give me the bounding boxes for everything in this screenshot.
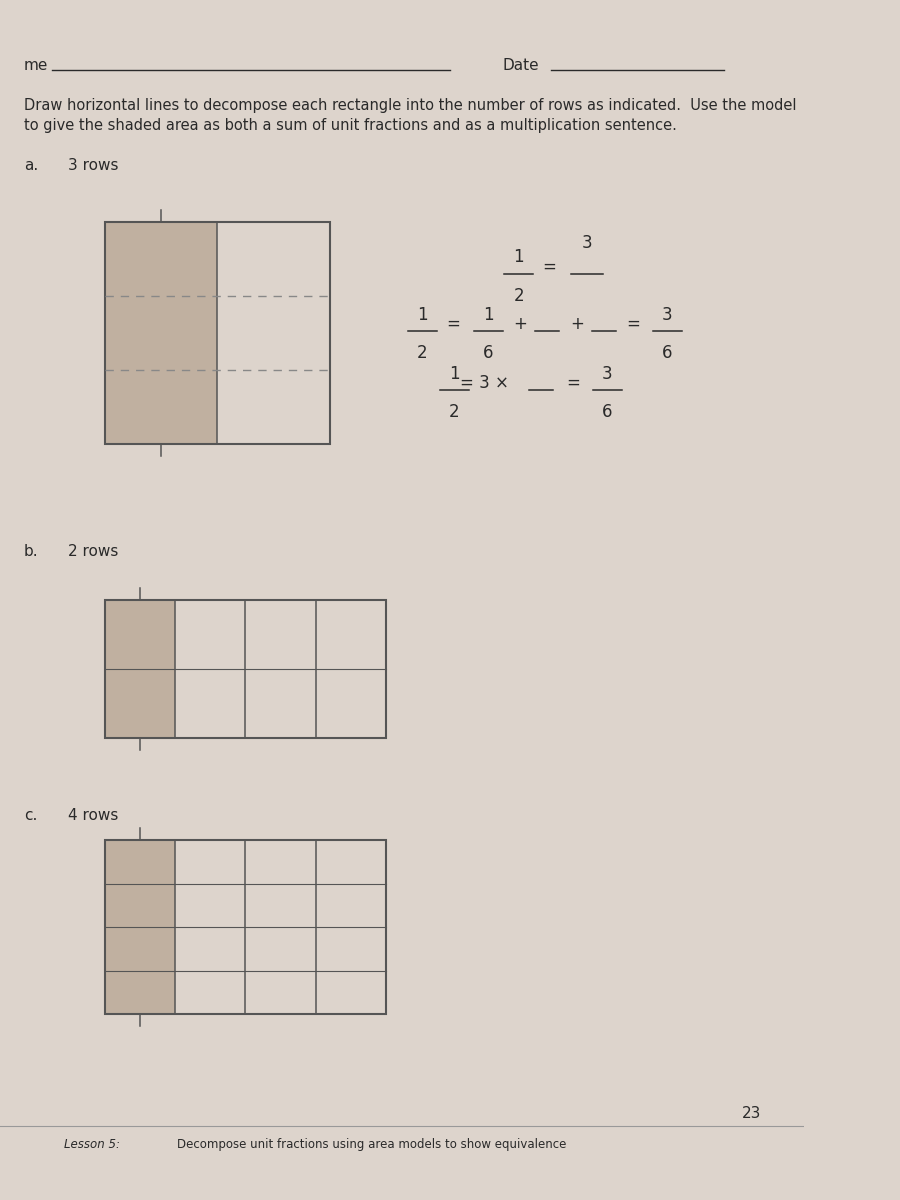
Text: 23: 23 <box>742 1106 761 1121</box>
Text: b.: b. <box>24 545 39 559</box>
Text: 2: 2 <box>449 403 460 421</box>
Bar <box>104 840 386 1014</box>
Text: =: = <box>626 314 641 332</box>
Text: 2: 2 <box>417 344 428 362</box>
Text: +: + <box>571 314 584 332</box>
Bar <box>104 840 175 1014</box>
Text: =: = <box>566 373 580 391</box>
Text: 6: 6 <box>602 403 612 421</box>
Text: 1: 1 <box>449 365 460 383</box>
Text: Lesson 5:: Lesson 5: <box>64 1138 121 1151</box>
Text: = 3 ×: = 3 × <box>461 373 509 391</box>
Bar <box>104 222 329 444</box>
Text: =: = <box>542 257 556 275</box>
Text: 2 rows: 2 rows <box>68 545 119 559</box>
Text: 3: 3 <box>602 365 612 383</box>
Text: 3: 3 <box>662 306 672 324</box>
Text: +: + <box>513 314 527 332</box>
Text: 1: 1 <box>513 248 524 266</box>
Bar <box>104 222 217 444</box>
Text: Decompose unit fractions using area models to show equivalence: Decompose unit fractions using area mode… <box>177 1138 566 1151</box>
Bar <box>104 600 386 738</box>
Text: 6: 6 <box>662 344 672 362</box>
Text: c.: c. <box>24 809 38 823</box>
Text: 4 rows: 4 rows <box>68 809 119 823</box>
Text: 6: 6 <box>482 344 493 362</box>
Text: Date: Date <box>502 59 539 73</box>
Text: 1: 1 <box>482 306 493 324</box>
Text: 3: 3 <box>581 234 592 252</box>
Text: 1: 1 <box>417 306 428 324</box>
Bar <box>104 600 175 738</box>
Text: 2: 2 <box>513 287 524 305</box>
Text: me: me <box>24 59 49 73</box>
Text: =: = <box>446 314 460 332</box>
Text: 3 rows: 3 rows <box>68 158 119 173</box>
Text: a.: a. <box>24 158 39 173</box>
Text: Draw horizontal lines to decompose each rectangle into the number of rows as ind: Draw horizontal lines to decompose each … <box>24 98 796 133</box>
